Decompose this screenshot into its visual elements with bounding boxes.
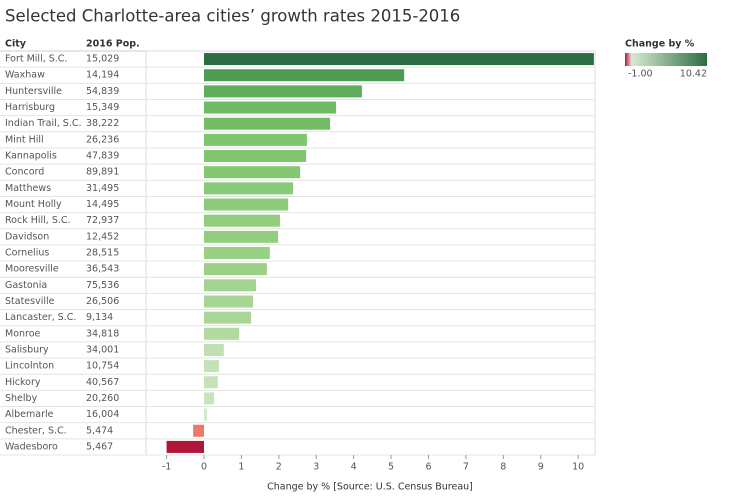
- city-label: Mooresville: [5, 264, 59, 275]
- city-label: Lancaster, S.C.: [5, 312, 76, 323]
- population-label: 15,029: [86, 54, 119, 65]
- x-tick-label: 8: [500, 462, 506, 473]
- population-label: 15,349: [86, 102, 119, 113]
- bar: [203, 327, 240, 340]
- population-label: 20,260: [86, 393, 119, 404]
- x-tick-label: 10: [572, 462, 584, 473]
- city-label: Concord: [5, 167, 44, 178]
- x-tick-label: -1: [162, 462, 171, 473]
- population-label: 72,937: [86, 215, 119, 226]
- population-label: 28,515: [86, 248, 119, 259]
- x-tick-label: 3: [313, 462, 319, 473]
- city-label: Hickory: [5, 377, 41, 388]
- bar: [203, 376, 218, 389]
- column-header: City: [5, 39, 27, 50]
- population-label: 54,839: [86, 86, 119, 97]
- city-label: Indian Trail, S.C.: [5, 118, 82, 129]
- bar: [203, 360, 219, 373]
- city-label: Davidson: [5, 231, 49, 242]
- legend-title: Change by %: [625, 39, 695, 50]
- city-label: Wadesboro: [5, 441, 58, 452]
- bar: [166, 440, 204, 453]
- population-label: 12,452: [86, 231, 119, 242]
- city-label: Albemarle: [5, 409, 54, 420]
- bar: [203, 343, 224, 356]
- population-label: 89,891: [86, 167, 119, 178]
- legend-min-label: -1.00: [628, 69, 653, 80]
- bar: [203, 101, 337, 114]
- bar: [203, 53, 594, 66]
- population-label: 31,495: [86, 183, 119, 194]
- population-label: 16,004: [86, 409, 119, 420]
- bar: [203, 408, 207, 421]
- population-label: 5,467: [86, 441, 113, 452]
- x-tick-label: 0: [201, 462, 207, 473]
- bar: [203, 214, 280, 227]
- population-label: 10,754: [86, 361, 119, 372]
- bar: [193, 424, 204, 437]
- city-label: Monroe: [5, 328, 41, 339]
- population-label: 34,818: [86, 328, 119, 339]
- population-label: 47,839: [86, 151, 119, 162]
- bar: [203, 295, 254, 308]
- city-label: Mount Holly: [5, 199, 62, 210]
- city-label: Mint Hill: [5, 134, 44, 145]
- x-tick-label: 6: [425, 462, 431, 473]
- city-label: Shelby: [5, 393, 38, 404]
- city-label: Chester, S.C.: [5, 425, 67, 436]
- bar: [203, 85, 362, 98]
- x-tick-label: 7: [463, 462, 469, 473]
- population-label: 75,536: [86, 280, 119, 291]
- bar: [203, 166, 301, 179]
- population-label: 14,495: [86, 199, 119, 210]
- population-label: 38,222: [86, 118, 119, 129]
- bar: [203, 392, 215, 405]
- population-label: 34,001: [86, 344, 119, 355]
- x-axis-label: Change by % [Source: U.S. Census Bureau]: [267, 482, 473, 493]
- city-label: Waxhaw: [5, 70, 45, 81]
- bar: [203, 117, 331, 130]
- city-label: Statesville: [5, 296, 55, 307]
- bar: [203, 279, 257, 292]
- city-label: Matthews: [5, 183, 51, 194]
- population-label: 5,474: [86, 425, 113, 436]
- city-label: Rock Hill, S.C.: [5, 215, 71, 226]
- bar: [203, 198, 289, 211]
- bar: [203, 133, 307, 146]
- population-label: 40,567: [86, 377, 119, 388]
- x-tick-label: 9: [538, 462, 544, 473]
- x-tick-label: 1: [238, 462, 244, 473]
- column-header: 2016 Pop.: [86, 39, 140, 50]
- bar: [203, 230, 279, 243]
- population-label: 26,506: [86, 296, 119, 307]
- population-label: 36,543: [86, 264, 119, 275]
- bar: [203, 182, 294, 195]
- city-label: Lincolnton: [5, 361, 54, 372]
- chart-title: Selected Charlotte-area cities’ growth r…: [5, 7, 460, 26]
- city-label: Harrisburg: [5, 102, 55, 113]
- city-label: Salisbury: [5, 344, 49, 355]
- x-tick-label: 2: [276, 462, 282, 473]
- bar: [203, 69, 405, 82]
- legend-gradient: [625, 53, 707, 66]
- bar: [203, 247, 270, 259]
- population-label: 14,194: [86, 70, 119, 81]
- population-label: 26,236: [86, 134, 119, 145]
- bar: [203, 263, 267, 276]
- x-tick-label: 4: [351, 462, 357, 473]
- city-label: Kannapolis: [5, 151, 57, 162]
- city-label: Gastonia: [5, 280, 47, 291]
- city-label: Cornelius: [5, 248, 49, 259]
- population-label: 9,134: [86, 312, 113, 323]
- bar: [203, 311, 252, 324]
- city-label: Fort Mill, S.C.: [5, 54, 67, 65]
- x-tick-label: 5: [388, 462, 394, 473]
- city-label: Huntersville: [5, 86, 62, 97]
- legend-max-label: 10.42: [680, 69, 707, 80]
- bar: [203, 150, 307, 163]
